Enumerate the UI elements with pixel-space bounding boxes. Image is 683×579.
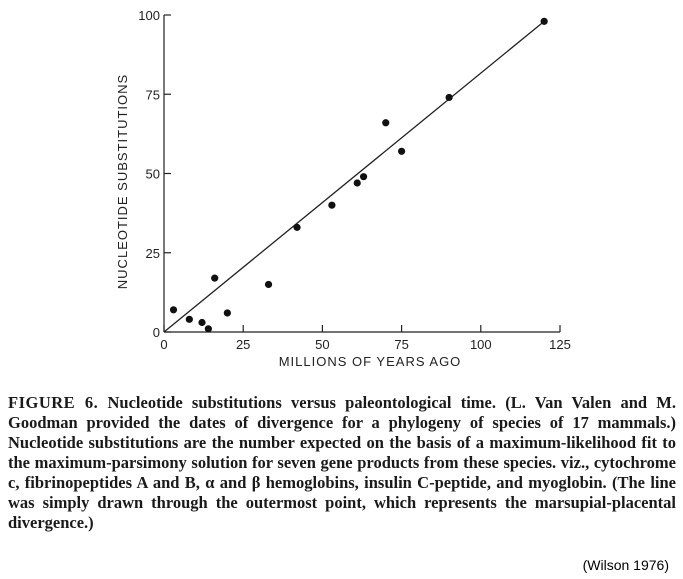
scatter-chart: 0 25 50 75 100 0 25 50 75 100 125 MILLIONS OF YEA… <box>115 8 571 369</box>
data-point <box>540 17 548 25</box>
y-axis-label: NUCLEOTIDE SUBSTITUTIONS <box>115 74 130 289</box>
data-point <box>398 147 406 155</box>
data-point <box>328 201 336 209</box>
data-point <box>223 309 231 317</box>
x-axis: 0 25 50 75 100 125 <box>160 325 571 352</box>
data-point <box>353 179 361 187</box>
y-tick-label: 25 <box>146 246 160 261</box>
y-tick-label: 50 <box>146 167 160 182</box>
data-point <box>198 318 206 327</box>
figure-caption: FIGURE 6. Nucleotide substitutions versu… <box>8 393 676 533</box>
y-tick-label: 0 <box>153 325 160 340</box>
data-point <box>382 119 390 127</box>
citation-credit: (Wilson 1976) <box>582 557 669 573</box>
y-axis: 0 25 50 75 100 <box>138 8 171 340</box>
data-points <box>169 17 548 333</box>
x-tick-label: 75 <box>394 337 408 352</box>
data-point <box>445 93 453 102</box>
data-point <box>264 280 273 289</box>
figure-label: FIGURE 6. <box>8 393 99 412</box>
x-tick-label: 50 <box>315 337 329 352</box>
data-point <box>359 173 368 181</box>
data-point <box>211 274 219 282</box>
data-point <box>185 315 193 323</box>
y-tick-label: 75 <box>146 87 160 102</box>
figure-caption-text: Nucleotide substitutions versus paleonto… <box>8 393 677 532</box>
fit-line <box>163 20 545 333</box>
x-tick-label: 0 <box>160 337 167 352</box>
data-point <box>204 325 212 333</box>
x-tick-label: 125 <box>549 337 571 352</box>
x-axis-label: MILLIONS OF YEARS AGO <box>279 354 462 369</box>
data-point <box>293 223 301 231</box>
x-tick-label: 100 <box>470 337 492 352</box>
data-point <box>169 306 178 314</box>
y-tick-label: 100 <box>138 8 160 23</box>
x-tick-label: 25 <box>236 337 250 352</box>
